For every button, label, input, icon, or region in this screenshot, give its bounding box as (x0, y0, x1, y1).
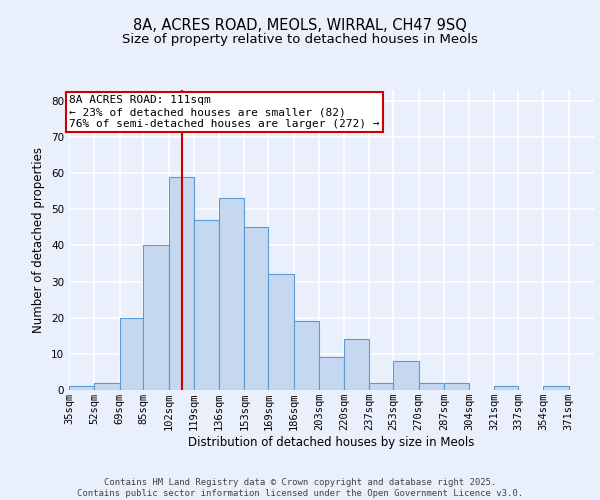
Bar (194, 220, 219, 390)
Bar (94, 383, 119, 390)
Bar (244, 228, 268, 390)
Bar (143, 246, 169, 390)
Bar (119, 318, 143, 390)
Bar (544, 386, 569, 390)
Bar (69, 386, 94, 390)
Bar (370, 383, 393, 390)
Bar (319, 358, 344, 390)
Y-axis label: Number of detached properties: Number of detached properties (32, 147, 46, 333)
Bar (419, 383, 444, 390)
Text: Size of property relative to detached houses in Meols: Size of property relative to detached ho… (122, 32, 478, 46)
Bar (393, 361, 419, 390)
Text: Contains HM Land Registry data © Crown copyright and database right 2025.
Contai: Contains HM Land Registry data © Crown c… (77, 478, 523, 498)
Text: 8A ACRES ROAD: 111sqm
← 23% of detached houses are smaller (82)
76% of semi-deta: 8A ACRES ROAD: 111sqm ← 23% of detached … (69, 96, 380, 128)
Bar (293, 322, 319, 390)
Bar (219, 198, 244, 390)
Bar (494, 386, 518, 390)
Bar (444, 383, 469, 390)
Bar (268, 274, 293, 390)
X-axis label: Distribution of detached houses by size in Meols: Distribution of detached houses by size … (188, 436, 475, 449)
Text: 8A, ACRES ROAD, MEOLS, WIRRAL, CH47 9SQ: 8A, ACRES ROAD, MEOLS, WIRRAL, CH47 9SQ (133, 18, 467, 32)
Bar (169, 176, 194, 390)
Bar (344, 340, 370, 390)
